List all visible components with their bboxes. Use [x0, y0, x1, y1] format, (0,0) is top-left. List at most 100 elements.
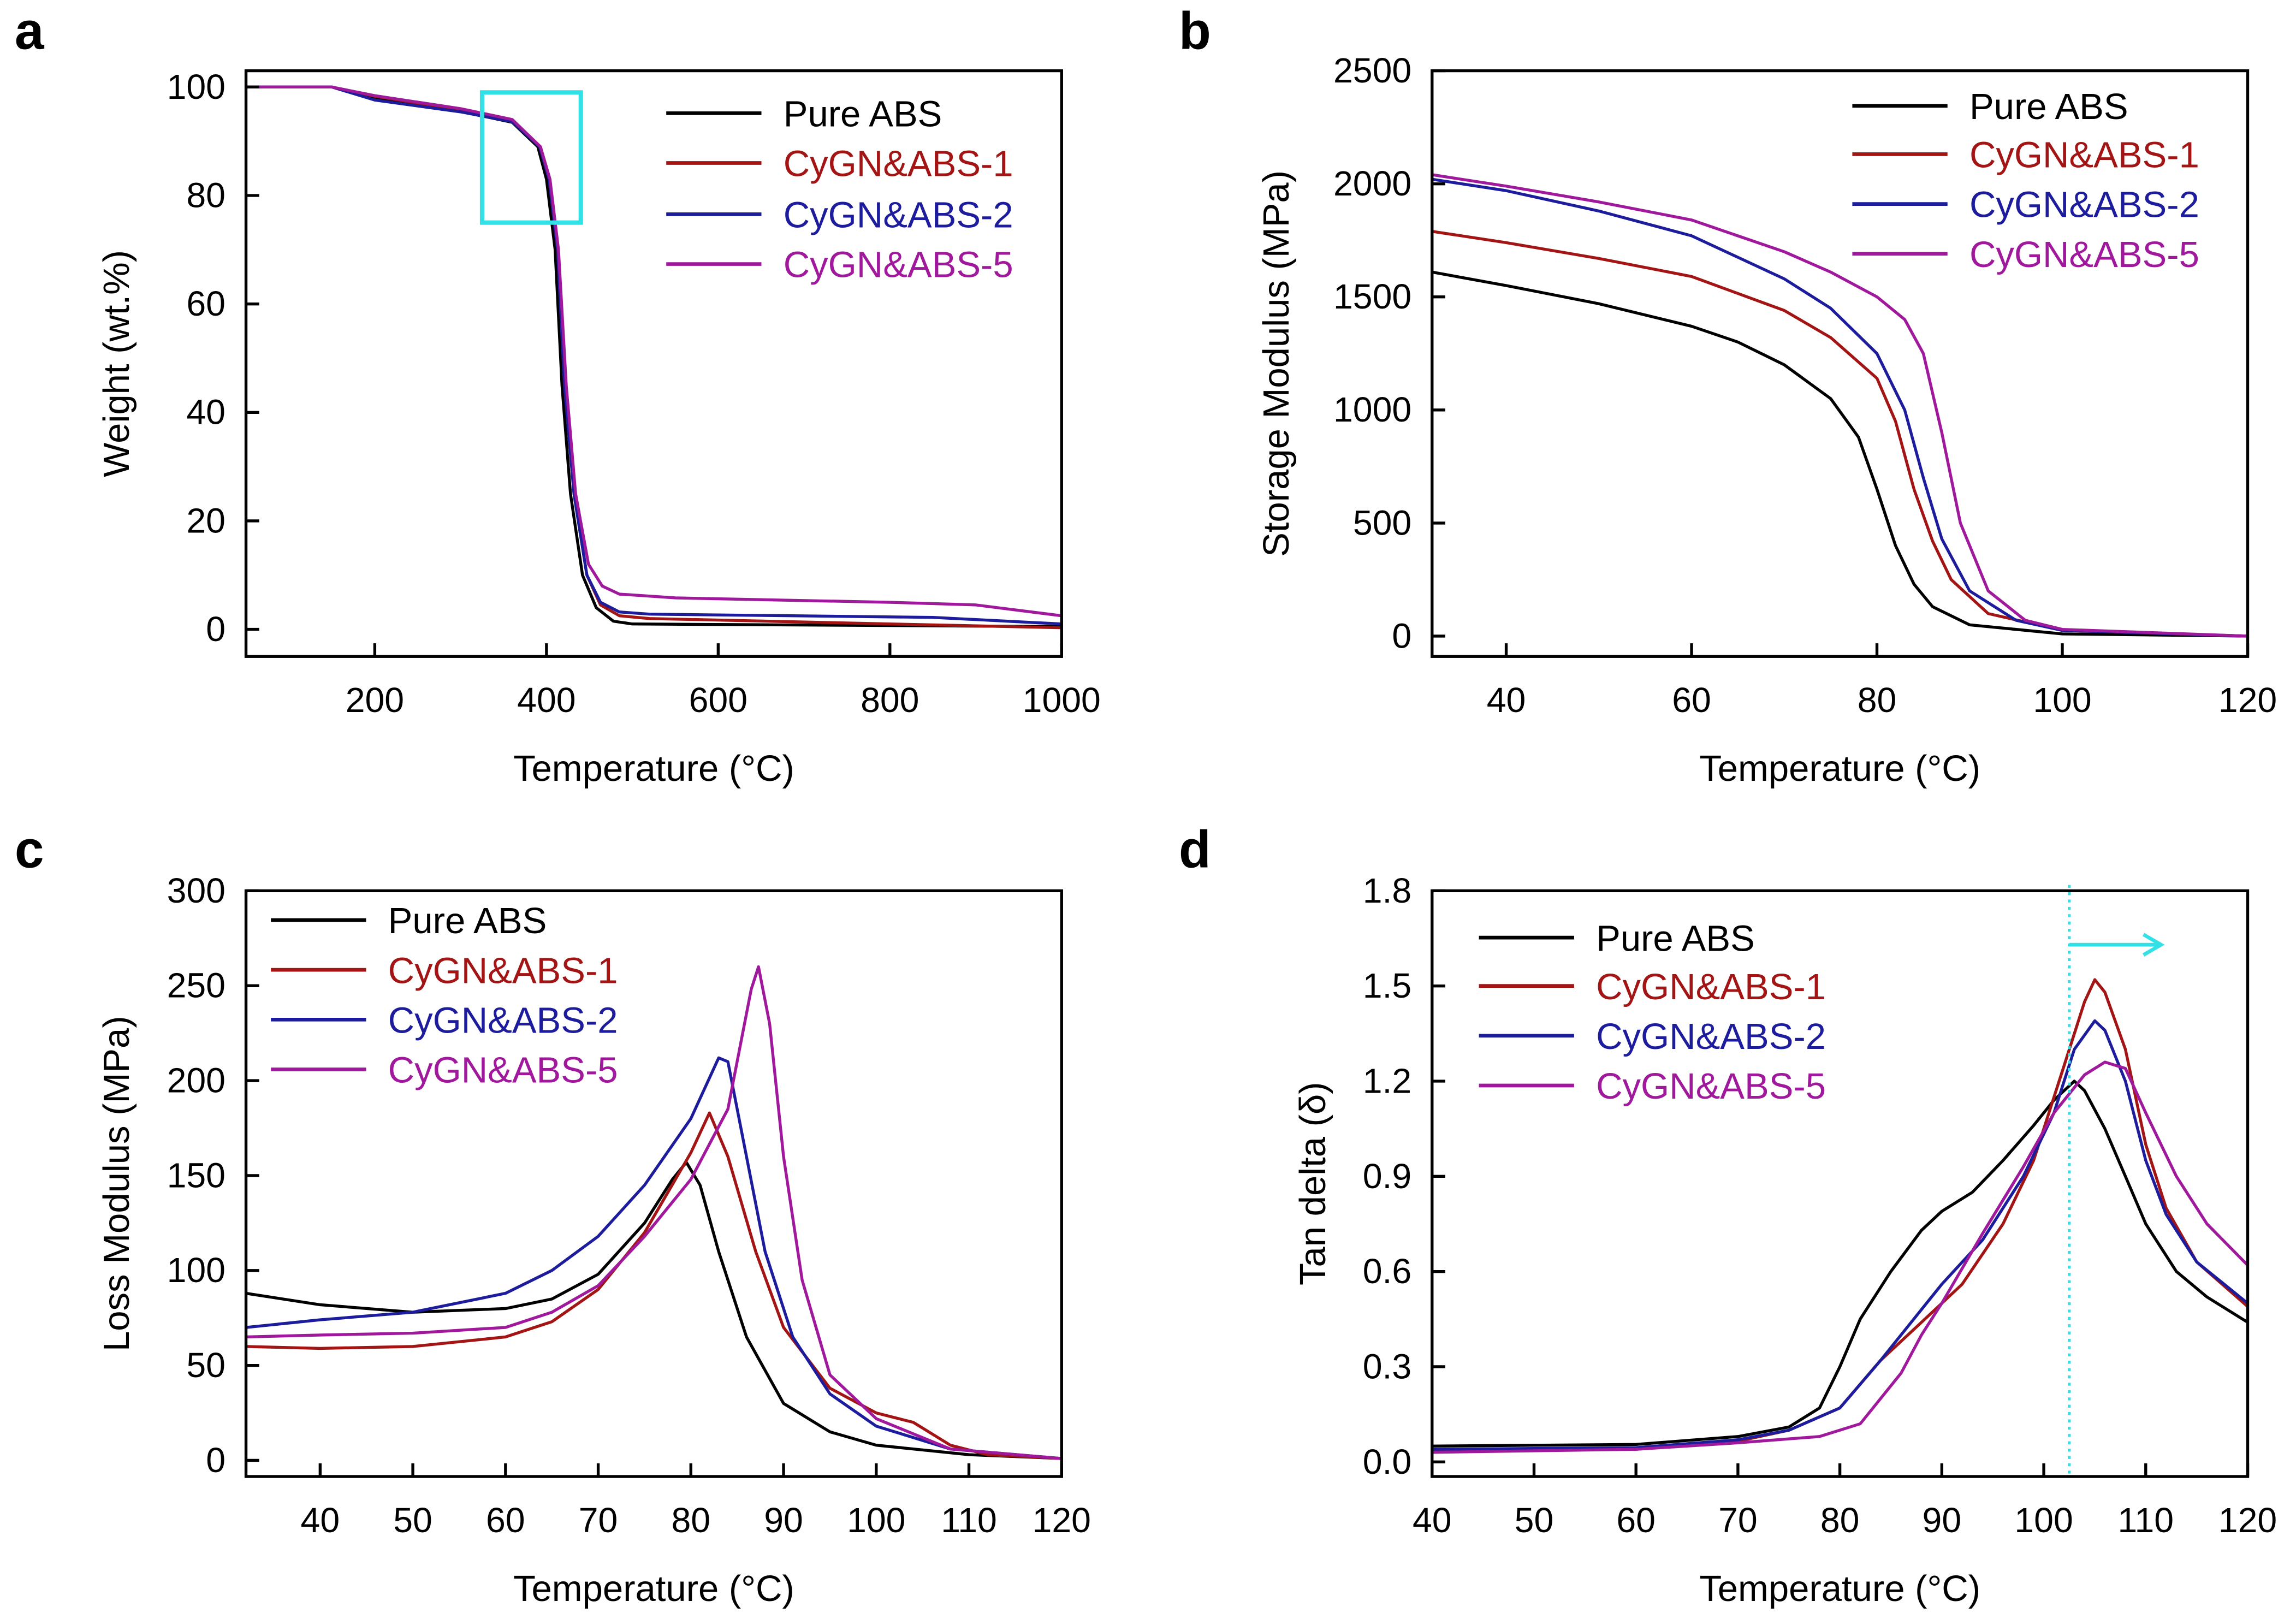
legend-label: CyGN&ABS-5 [784, 245, 1013, 286]
x-tick-label: 100 [2033, 680, 2091, 720]
panel-letter: a [15, 2, 45, 60]
panel-c: c Pure ABS CyGN&ABS-1 CyGN&ABS-2 CyGN&ABS-5 4… [15, 820, 1091, 1609]
y-tick-label: 80 [186, 175, 226, 215]
shift-arrow-icon [2069, 933, 2165, 957]
legend-label: Pure ABS [1969, 86, 2128, 127]
x-tick-label: 40 [1413, 1501, 1452, 1540]
x-tick-label: 120 [2218, 680, 2277, 720]
legend-label: Pure ABS [1596, 918, 1755, 959]
x-tick-label: 70 [579, 1501, 618, 1540]
x-tick-label: 60 [486, 1501, 525, 1540]
legend-label: CyGN&ABS-1 [1596, 966, 1826, 1007]
x-tick-label: 80 [1820, 1501, 1860, 1540]
panel-letter: b [1179, 2, 1211, 60]
panel-d: d Pure ABS CyGN&ABS-1 CyGN&ABS-2 CyGN&ABS-5 4… [1179, 820, 2277, 1609]
plot-frame [1431, 69, 2250, 658]
y-tick-label: 50 [186, 1345, 226, 1385]
series-line-3 [1432, 1060, 2249, 1454]
x-tick-label: 120 [1033, 1501, 1091, 1540]
x-tick-label: 100 [2014, 1501, 2073, 1540]
x-tick-label: 60 [1616, 1501, 1656, 1540]
series-line-3 [1432, 173, 2248, 638]
x-tick-label: 100 [847, 1501, 905, 1540]
y-axis-label: Storage Modulus (MPa) [1256, 170, 1297, 557]
x-tick-label: 200 [346, 680, 404, 720]
x-tick-label: 50 [1515, 1501, 1554, 1540]
y-tick-label: 2000 [1333, 164, 1411, 203]
x-tick-label: 90 [764, 1501, 803, 1540]
y-tick-label: 0 [1392, 616, 1411, 655]
x-tick-label: 40 [301, 1501, 340, 1540]
series-line-2 [1432, 177, 2248, 638]
x-tick-label: 80 [672, 1501, 711, 1540]
series-line-1 [1432, 230, 2248, 638]
panel-a: a Pure ABS CyGN&ABS-1 CyGN&ABS-2 CyGN&ABS-5 2… [15, 2, 1101, 789]
legend-label: CyGN&ABS-2 [1969, 185, 2199, 226]
y-tick-label: 1500 [1333, 277, 1411, 316]
x-tick-label: 80 [1858, 680, 1897, 720]
y-tick-label: 60 [186, 284, 226, 323]
y-tick-label: 0.0 [1363, 1442, 1411, 1481]
x-tick-label: 110 [2117, 1501, 2174, 1540]
legend-label: CyGN&ABS-1 [388, 950, 618, 991]
legend-label: CyGN&ABS-2 [1596, 1016, 1826, 1057]
series-line-2 [1432, 1019, 2249, 1451]
panel-b: b Pure ABS CyGN&ABS-1 CyGN&ABS-2 CyGN&ABS-5 4… [1179, 2, 2277, 789]
y-tick-label: 1000 [1333, 390, 1411, 429]
plot-frame [244, 69, 1063, 658]
plot-frame [244, 889, 1063, 1478]
legend-label: Pure ABS [388, 900, 547, 941]
y-tick-label: 1.8 [1363, 871, 1411, 910]
y-tick-label: 250 [167, 966, 226, 1005]
x-axis-label: Temperature (°C) [1699, 1568, 1980, 1609]
series-line-0 [1432, 270, 2248, 638]
y-tick-label: 100 [167, 1250, 226, 1290]
y-tick-label: 100 [167, 67, 226, 106]
y-tick-label: 150 [167, 1155, 226, 1195]
y-axis-label: Weight (wt.%) [96, 250, 137, 477]
series-line-3 [246, 965, 1062, 1460]
y-tick-label: 0 [206, 609, 226, 649]
y-tick-label: 0.9 [1363, 1157, 1411, 1196]
x-tick-label: 800 [861, 680, 919, 720]
y-tick-label: 1.5 [1363, 966, 1411, 1005]
series-line-1 [1432, 978, 2249, 1452]
legend-label: CyGN&ABS-5 [1969, 234, 2199, 275]
series-line-0 [246, 85, 1062, 628]
plot-frame [1431, 889, 2250, 1478]
highlight-box [479, 90, 583, 225]
y-tick-label: 40 [186, 393, 226, 432]
x-tick-label: 1000 [1023, 680, 1101, 720]
x-tick-label: 90 [1923, 1501, 1962, 1540]
y-tick-label: 200 [167, 1061, 226, 1100]
y-tick-label: 2500 [1333, 51, 1411, 90]
x-tick-label: 600 [689, 680, 747, 720]
legend-label: CyGN&ABS-2 [784, 195, 1013, 236]
series-line-0 [246, 1160, 1062, 1460]
x-tick-label: 60 [1672, 680, 1711, 720]
legend-label: CyGN&ABS-5 [1596, 1066, 1826, 1107]
legend-label: CyGN&ABS-2 [388, 1000, 618, 1041]
legend-label: CyGN&ABS-1 [784, 144, 1013, 185]
y-tick-label: 1.2 [1363, 1061, 1411, 1100]
y-tick-label: 0 [206, 1440, 226, 1480]
legend-label: CyGN&ABS-1 [1969, 135, 2199, 176]
y-tick-label: 20 [186, 501, 226, 540]
y-axis-label: Loss Modulus (MPa) [96, 1016, 137, 1351]
x-tick-label: 110 [941, 1501, 997, 1540]
x-tick-label: 40 [1487, 680, 1526, 720]
panel-letter: c [15, 820, 44, 879]
series-line-1 [246, 1111, 1062, 1460]
y-axis-label: Tan delta (δ) [1292, 1082, 1333, 1285]
x-tick-label: 50 [393, 1501, 432, 1540]
y-tick-label: 500 [1353, 503, 1411, 542]
x-axis-label: Temperature (°C) [513, 748, 794, 789]
x-axis-label: Temperature (°C) [513, 1568, 794, 1609]
y-tick-label: 0.6 [1363, 1252, 1411, 1291]
legend-label: Pure ABS [784, 93, 942, 134]
x-tick-label: 120 [2218, 1501, 2277, 1540]
x-tick-label: 70 [1718, 1501, 1758, 1540]
y-tick-label: 300 [167, 871, 226, 910]
x-tick-label: 400 [517, 680, 576, 720]
